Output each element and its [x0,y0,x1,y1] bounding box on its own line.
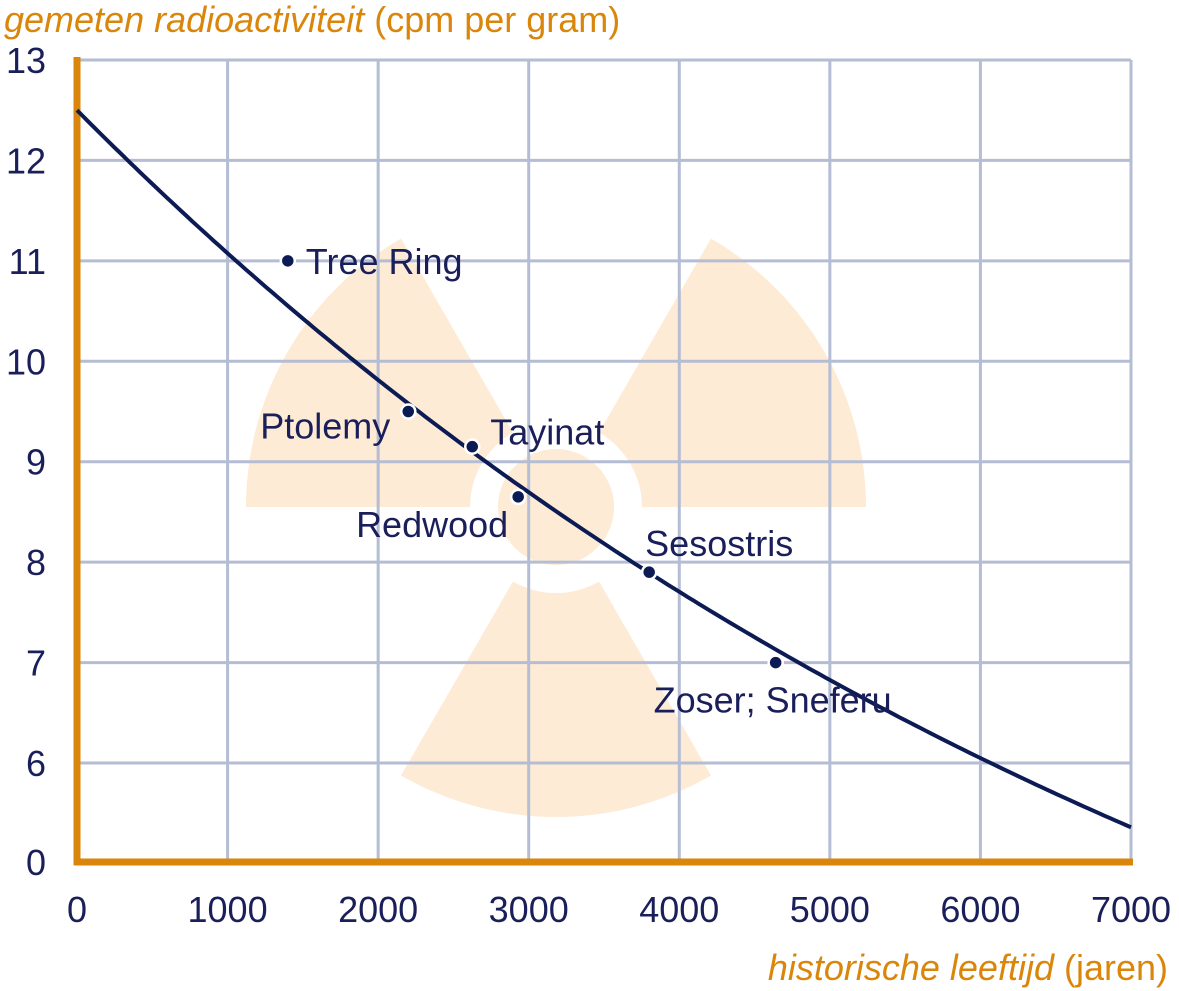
y-tick-label: 8 [26,542,46,583]
axes [73,57,1133,866]
data-point [640,563,658,581]
data-point-label: Redwood [356,504,508,545]
x-tick-label: 0 [67,889,87,930]
x-tick-label: 4000 [639,889,719,930]
y-tick-label: 11 [9,241,46,282]
y-tick-label: 13 [6,40,46,81]
data-point-label: Ptolemy [260,406,390,447]
x-tick-label: 3000 [489,889,569,930]
y-tick-label: 6 [26,743,46,784]
trefoil-center [498,449,614,565]
y-tick-label: 9 [26,442,46,483]
y-tick-label: 12 [6,140,46,181]
data-point-label: Tayinat [490,412,604,453]
y-tick-label: 0 [26,842,46,883]
y-axis-title: gemeten radioactiviteit (cpm per gram) [4,0,620,40]
data-point [279,252,297,270]
x-tick-label: 1000 [188,889,268,930]
x-axis-title: historische leeftijd (jaren) [768,947,1168,988]
radiation-trefoil-icon [246,238,866,817]
data-point [767,654,784,671]
x-axis-title-unit: (jaren) [1054,947,1168,988]
data-point [400,403,417,420]
x-tick-label: 7000 [1091,889,1171,930]
decay-curve [75,108,1132,830]
data-point [509,488,527,506]
grid-lines [77,58,1133,862]
data-point-label: Sesostris [645,523,793,564]
x-axis-title-italic: historische leeftijd [768,947,1055,988]
y-axis-title-unit: (cpm per gram) [364,0,620,40]
trefoil-blade-1 [599,238,866,508]
x-tick-label: 6000 [940,889,1020,930]
x-tick-label: 5000 [790,889,870,930]
tick-labels: 0 1000 2000 3000 4000 5000 6000 7000 0 6 7 8 9 10 11 12… [6,40,1171,930]
data-point-label: Zoser; Sneferu [654,680,892,721]
data-point [464,438,481,455]
x-tick-label: 2000 [338,889,418,930]
data-points: Tree Ring Ptolemy Tayinat Redwood Sesostris Z… [260,241,892,721]
y-tick-label: 10 [6,341,46,382]
trefoil-blade-3 [401,581,711,817]
decay-curve-line [75,108,1132,830]
y-tick-label: 7 [26,643,46,684]
data-point-label: Tree Ring [306,241,463,282]
y-axis-title-italic: gemeten radioactiviteit [4,0,366,40]
